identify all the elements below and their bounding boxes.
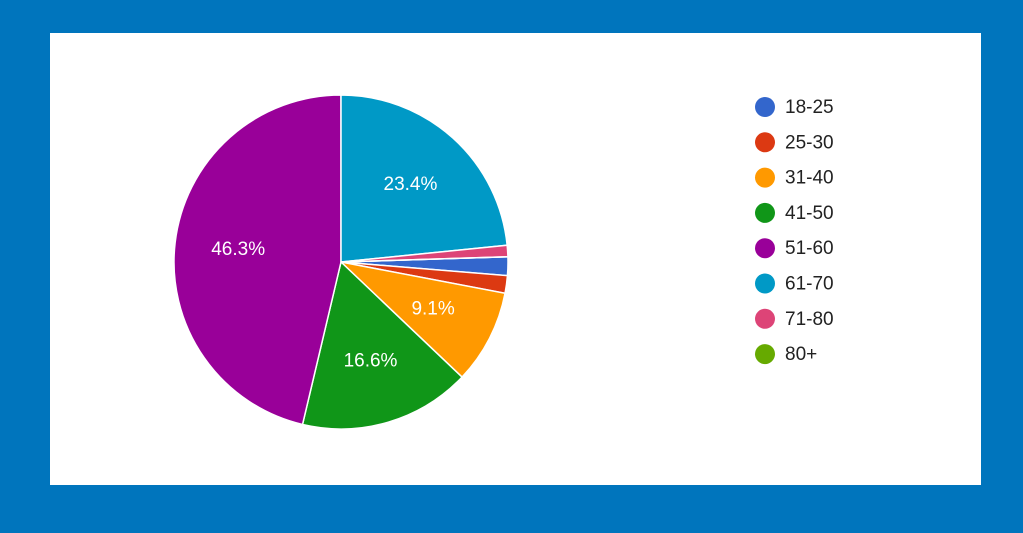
slice-label: 46.3%: [211, 239, 265, 260]
legend-swatch: [755, 308, 775, 329]
pie-slice: [340, 94, 508, 263]
legend-label: 71-80: [785, 309, 834, 330]
legend-label: 80+: [785, 344, 817, 365]
legend-swatch: [755, 97, 775, 117]
legend-label: 18-25: [785, 97, 834, 118]
slice-label: 16.6%: [344, 350, 398, 371]
legend-label: 51-60: [785, 238, 834, 259]
legend-label: 61-70: [785, 274, 834, 295]
pie-slice: [338, 260, 506, 379]
legend-swatch: [755, 273, 775, 294]
legend-swatch: [755, 132, 775, 153]
legend-label: 41-50: [785, 203, 834, 224]
legend-label: 31-40: [785, 168, 834, 189]
pie-slice: [173, 94, 342, 426]
legend-swatch: [755, 344, 775, 365]
pie-slice: [301, 260, 464, 430]
legend-swatch: [755, 202, 775, 223]
legend-swatch: [755, 167, 775, 188]
legend-swatch: [755, 238, 775, 259]
slice-label: 23.4%: [384, 174, 438, 195]
legend-label: 25-30: [785, 132, 834, 153]
slice-label: 9.1%: [411, 298, 454, 319]
